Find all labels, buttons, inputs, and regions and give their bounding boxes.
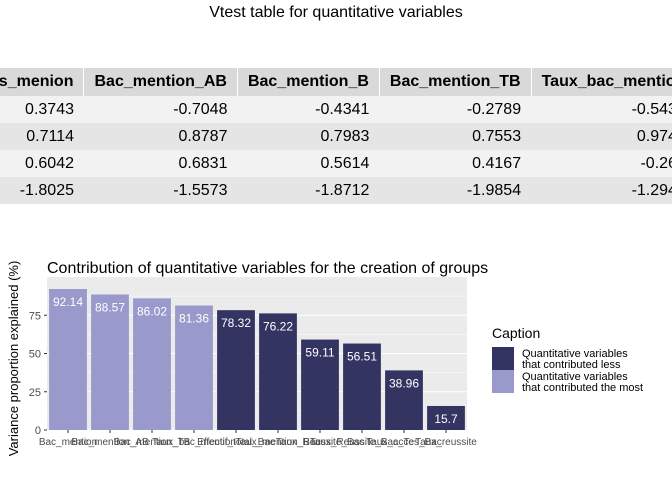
bar: [217, 310, 255, 430]
x-tick-label: Taux_acces_Bac: [366, 437, 442, 448]
bar-value-label: 76.22: [263, 319, 293, 333]
y-axis-label: Variance proportion explained (%): [6, 261, 21, 457]
x-tick-label: Bac_mention_AB: [71, 437, 149, 448]
table-cell: 0.4167: [379, 150, 532, 177]
bar: [175, 305, 213, 430]
column-header: Bac_mention_AB: [83, 68, 238, 96]
bar-value-label: 38.96: [389, 376, 419, 390]
bar: [427, 405, 465, 430]
bar-value-label: 59.11: [305, 346, 334, 360]
x-tick-label: Taux_reussite: [415, 437, 477, 448]
x-tick-label: Taux_Reussite_Bac: [276, 437, 364, 448]
y-tick-label: 75: [29, 310, 41, 322]
bar: [343, 343, 381, 430]
chart-title: Contribution of quantitative variables f…: [47, 260, 488, 277]
vtest-table: Trans_menion Bac_mention_AB Bac_mention_…: [0, 68, 672, 204]
table-row: 0.3743 -0.7048 -0.4341 -0.2789 -0.5436: [0, 96, 672, 123]
bar-value-label: 56.51: [347, 350, 377, 364]
x-tick-label: Taux_bac_mention: [152, 437, 236, 448]
legend-label: that contributed less: [522, 359, 621, 371]
table-row: -1.8025 -1.5573 -1.8712 -1.9854 -1.2948: [0, 177, 672, 204]
table-cell: 0.8787: [83, 123, 238, 150]
table-cell: 0.7983: [237, 123, 380, 150]
x-tick-label: Taux_Reussite_Bac_Te: [310, 437, 415, 448]
x-tick-label: Effectif_total_Bac: [197, 437, 275, 448]
legend-label: Quantitative variables: [522, 371, 628, 383]
bar-value-label: 86.02: [137, 304, 167, 318]
table-cell: -0.2789: [379, 96, 532, 123]
table-cell: -0.5436: [531, 96, 672, 123]
table-cell: -1.2948: [531, 177, 672, 204]
table-row: 0.7114 0.8787 0.7983 0.7553 0.9743: [0, 123, 672, 150]
table-cell: -1.8025: [0, 177, 84, 204]
table-cell: -0.269: [531, 150, 672, 177]
contribution-chart: Contribution of quantitative variables f…: [6, 260, 643, 457]
table-cell: 0.9743: [531, 123, 672, 150]
column-header: Trans_menion: [0, 68, 85, 96]
table-row: 0.6042 0.6831 0.5614 0.4167 -0.269: [0, 150, 672, 177]
table-cell: 0.5614: [237, 150, 380, 177]
table-cell: -0.4341: [237, 96, 380, 123]
bar-value-label: 88.57: [95, 300, 125, 314]
table-cell: 0.6042: [0, 150, 84, 177]
table-header-row: Trans_menion Bac_mention_AB Bac_mention_…: [0, 68, 672, 96]
legend-key: [492, 370, 514, 393]
y-tick-label: 50: [29, 349, 41, 361]
table-cell: -1.8712: [237, 177, 380, 204]
table-cell: -1.9854: [379, 177, 532, 204]
bar: [91, 294, 129, 430]
table-cell: 0.7553: [379, 123, 532, 150]
y-tick-label: 0: [35, 425, 41, 437]
legend-label: that contributed the most: [522, 382, 643, 394]
table-cell: 0.6831: [83, 150, 238, 177]
legend-label: Quantitative variables: [522, 348, 628, 360]
bar: [259, 313, 297, 430]
column-header: Bac_mention_B: [237, 68, 380, 96]
bar-value-label: 15.7: [434, 412, 458, 426]
bar-value-label: 92.14: [53, 295, 83, 309]
bar: [385, 370, 423, 430]
x-tick-label: Bac_mention_TB: [114, 437, 191, 448]
legend-key: [492, 347, 514, 370]
legend-title: Caption: [492, 325, 540, 341]
bar: [301, 339, 339, 430]
column-header: Bac_mention_TB: [379, 68, 532, 96]
y-tick-label: 25: [29, 387, 41, 399]
bar-value-label: 78.32: [221, 316, 251, 330]
table-cell: -1.5573: [83, 177, 238, 204]
page-title: Vtest table for quantitative variables: [209, 4, 463, 21]
x-tick-label: Taux_mention_Bac: [235, 437, 320, 448]
table-cell: -0.7048: [83, 96, 238, 123]
x-tick-label: Bac_mention: [39, 437, 97, 448]
table-cell: 0.7114: [0, 123, 84, 150]
column-header: Taux_bac_mention: [531, 68, 672, 96]
bar: [49, 289, 87, 430]
table-cell: 0.3743: [0, 96, 84, 123]
bar: [133, 298, 171, 430]
bar-value-label: 81.36: [179, 312, 209, 326]
